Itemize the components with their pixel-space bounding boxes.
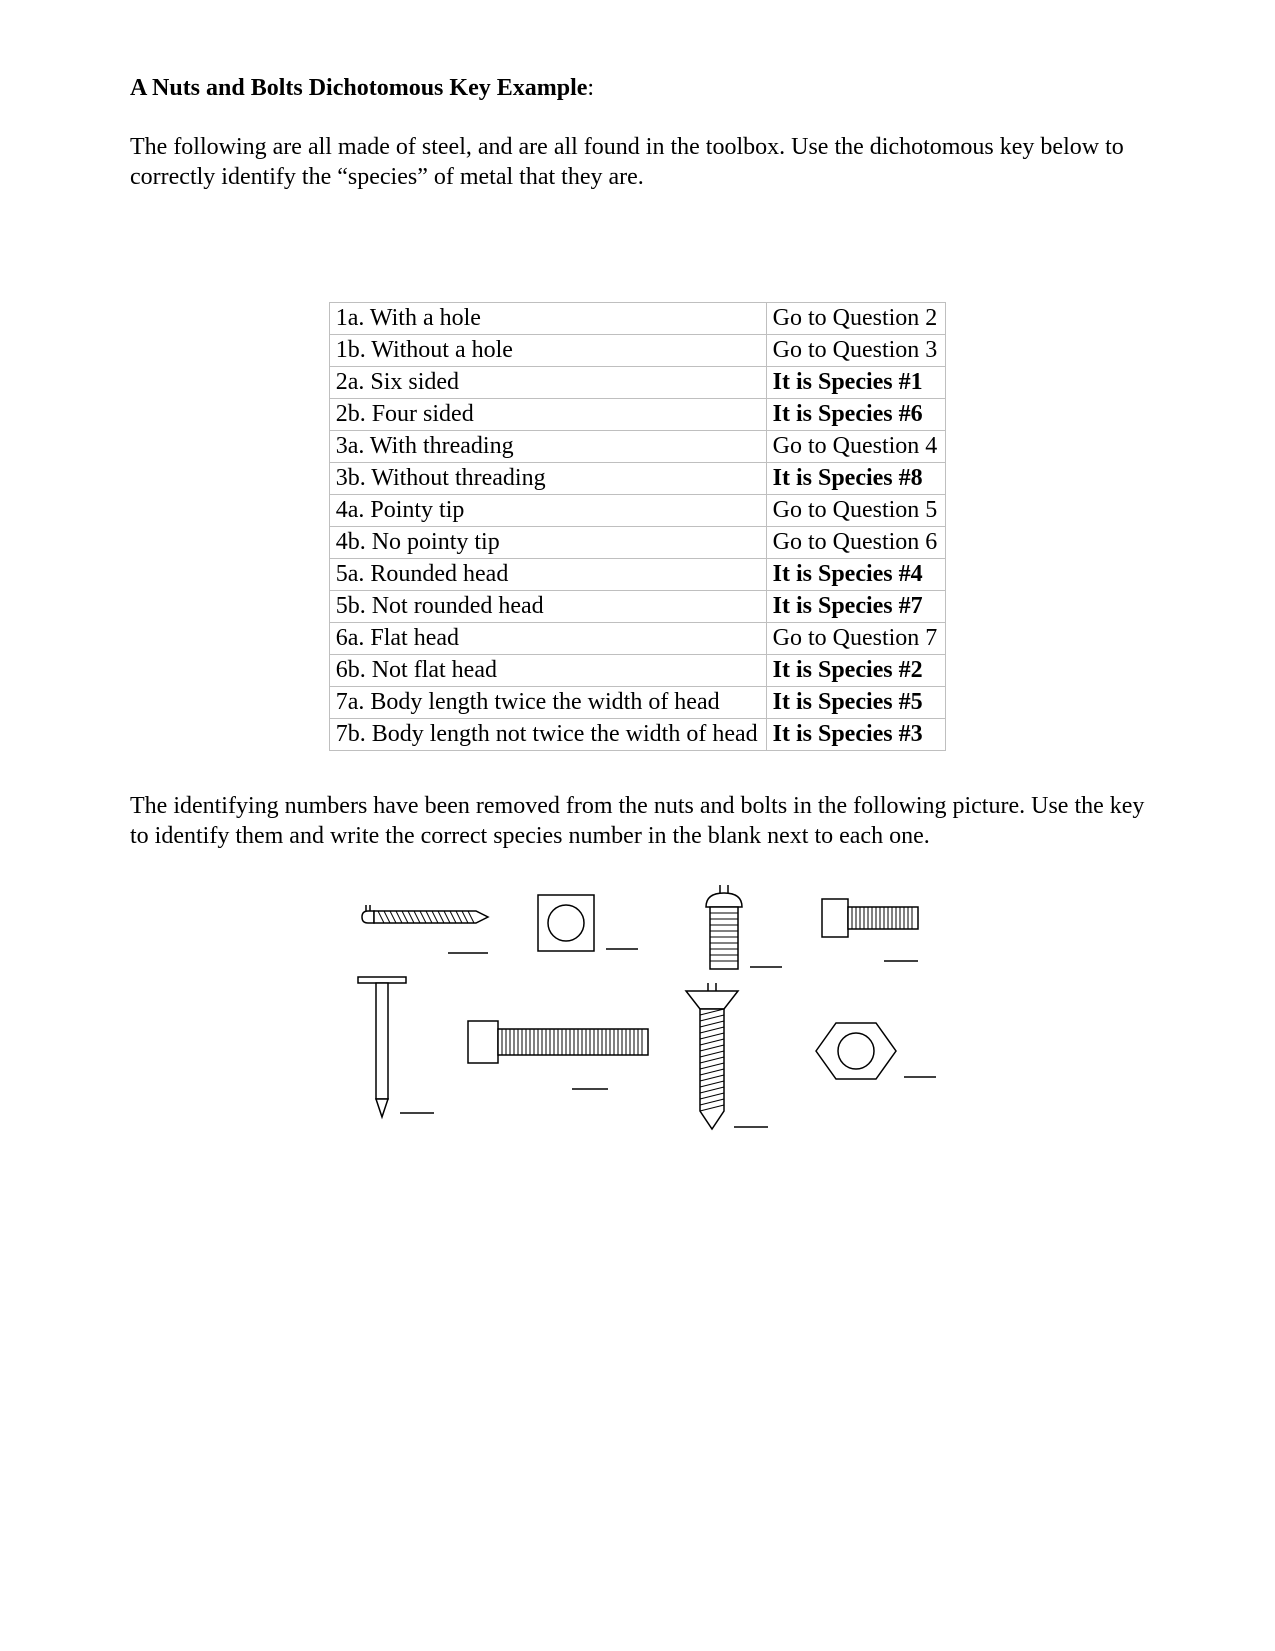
page: A Nuts and Bolts Dichotomous Key Example…: [0, 0, 1275, 1651]
table-row: 7b. Body length not twice the width of h…: [329, 719, 946, 751]
key-right-cell: It is Species #3: [766, 719, 946, 751]
key-right-cell: It is Species #5: [766, 687, 946, 719]
flat-head-screw-icon: [686, 983, 738, 1129]
key-right-cell: Go to Question 3: [766, 335, 946, 367]
table-row: 5b. Not rounded headIt is Species #7: [329, 591, 946, 623]
table-row: 2b. Four sidedIt is Species #6: [329, 399, 946, 431]
key-left-cell: 3a. With threading: [329, 431, 766, 463]
key-left-cell: 7b. Body length not twice the width of h…: [329, 719, 766, 751]
page-title: A Nuts and Bolts Dichotomous Key Example: [130, 75, 587, 101]
key-right-cell: Go to Question 6: [766, 527, 946, 559]
key-right-cell: Go to Question 7: [766, 623, 946, 655]
key-right-cell: Go to Question 2: [766, 303, 946, 335]
key-left-cell: 2b. Four sided: [329, 399, 766, 431]
key-left-cell: 2a. Six sided: [329, 367, 766, 399]
table-row: 6a. Flat headGo to Question 7: [329, 623, 946, 655]
table-row: 7a. Body length twice the width of headI…: [329, 687, 946, 719]
short-bolt-icon: [822, 899, 918, 937]
key-left-cell: 6a. Flat head: [329, 623, 766, 655]
key-left-cell: 7a. Body length twice the width of head: [329, 687, 766, 719]
long-bolt-icon: [468, 1021, 648, 1063]
table-row: 1b. Without a holeGo to Question 3: [329, 335, 946, 367]
key-right-cell: Go to Question 4: [766, 431, 946, 463]
key-left-cell: 4b. No pointy tip: [329, 527, 766, 559]
key-left-cell: 1b. Without a hole: [329, 335, 766, 367]
hex-nut-icon: [816, 1023, 896, 1079]
instructions-paragraph: The identifying numbers have been remove…: [130, 791, 1145, 851]
key-left-cell: 5a. Rounded head: [329, 559, 766, 591]
nail-icon: [358, 977, 406, 1117]
key-left-cell: 6b. Not flat head: [329, 655, 766, 687]
intro-paragraph: The following are all made of steel, and…: [130, 132, 1145, 192]
key-left-cell: 5b. Not rounded head: [329, 591, 766, 623]
title-line: A Nuts and Bolts Dichotomous Key Example…: [130, 75, 1145, 102]
key-right-cell: Go to Question 5: [766, 495, 946, 527]
key-right-cell: It is Species #4: [766, 559, 946, 591]
key-left-cell: 3b. Without threading: [329, 463, 766, 495]
machine-screw-icon: [706, 885, 742, 969]
table-row: 5a. Rounded headIt is Species #4: [329, 559, 946, 591]
key-right-cell: It is Species #1: [766, 367, 946, 399]
key-right-cell: It is Species #2: [766, 655, 946, 687]
key-left-cell: 4a. Pointy tip: [329, 495, 766, 527]
dichotomous-key-table: 1a. With a holeGo to Question 21b. Witho…: [329, 302, 947, 751]
table-row: 3a. With threadingGo to Question 4: [329, 431, 946, 463]
hardware-svg: [328, 881, 948, 1141]
key-left-cell: 1a. With a hole: [329, 303, 766, 335]
table-row: 4b. No pointy tipGo to Question 6: [329, 527, 946, 559]
key-right-cell: It is Species #7: [766, 591, 946, 623]
table-row: 1a. With a holeGo to Question 2: [329, 303, 946, 335]
title-suffix: :: [587, 75, 594, 101]
wood-screw-icon: [362, 905, 488, 923]
table-row: 3b. Without threadingIt is Species #8: [329, 463, 946, 495]
key-right-cell: It is Species #6: [766, 399, 946, 431]
table-row: 2a. Six sidedIt is Species #1: [329, 367, 946, 399]
hardware-figure: [328, 881, 948, 1146]
square-nut-icon: [538, 895, 594, 951]
table-row: 6b. Not flat headIt is Species #2: [329, 655, 946, 687]
table-row: 4a. Pointy tipGo to Question 5: [329, 495, 946, 527]
key-right-cell: It is Species #8: [766, 463, 946, 495]
